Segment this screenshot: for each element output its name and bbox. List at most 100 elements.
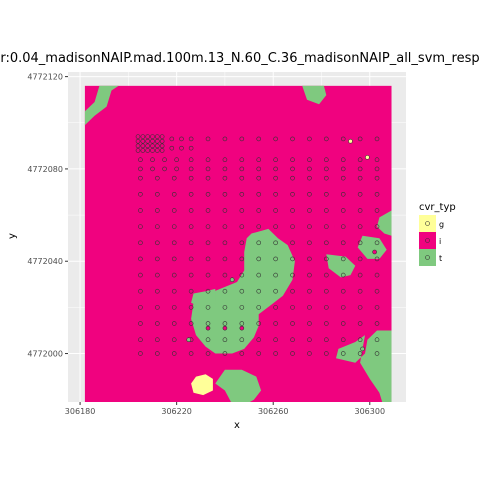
sample-point xyxy=(188,272,194,278)
sample-point xyxy=(324,192,329,197)
sample-point xyxy=(357,166,363,172)
sample-point xyxy=(205,166,211,172)
sample-point xyxy=(290,351,295,356)
sample-point xyxy=(290,224,295,229)
sample-point xyxy=(307,192,312,197)
sample-point xyxy=(324,175,329,181)
sample-point xyxy=(374,224,380,229)
sample-point xyxy=(340,157,346,162)
sample-point xyxy=(239,305,245,310)
sample-point xyxy=(256,192,262,197)
sample-point xyxy=(205,208,211,213)
sample-point xyxy=(171,351,177,356)
sample-point xyxy=(324,288,329,294)
raster-patch-t xyxy=(377,210,392,236)
sample-point xyxy=(138,157,143,162)
sample-point xyxy=(188,157,194,162)
sample-point xyxy=(307,224,312,229)
sample-point xyxy=(155,288,160,294)
sample-point xyxy=(340,337,346,342)
sample-point xyxy=(179,145,184,151)
sample-point xyxy=(159,148,165,153)
legend-point-i xyxy=(425,238,430,243)
sample-point xyxy=(205,337,211,342)
sample-point xyxy=(155,192,160,197)
sample-point xyxy=(138,337,143,342)
sample-point xyxy=(273,240,278,246)
sample-point xyxy=(273,224,278,229)
sample-point xyxy=(273,136,278,142)
sample-point xyxy=(340,321,346,326)
sample-point xyxy=(169,145,175,151)
sample-point xyxy=(140,138,146,144)
sample-point xyxy=(222,240,228,246)
sample-point xyxy=(135,148,141,153)
sample-point xyxy=(155,240,160,246)
sample-point xyxy=(256,256,262,262)
legend-point-g xyxy=(425,221,430,226)
sample-point xyxy=(205,305,211,310)
sample-point xyxy=(340,305,346,310)
x-tick-label: 306180 xyxy=(65,407,96,416)
raster-patch-t xyxy=(326,254,356,278)
sample-point xyxy=(290,337,295,342)
sample-point xyxy=(256,208,262,213)
sample-point xyxy=(340,166,346,172)
sample-point xyxy=(324,157,329,162)
sample-point xyxy=(145,138,150,144)
sample-point xyxy=(205,175,211,181)
y-tick-label: 4772000 xyxy=(27,350,63,359)
sample-point xyxy=(357,351,363,356)
sample-point xyxy=(171,256,177,262)
sample-point xyxy=(307,240,312,246)
sample-point xyxy=(256,272,262,278)
sample-point xyxy=(155,148,160,153)
sample-point xyxy=(188,192,194,197)
sample-point xyxy=(171,288,177,294)
sample-point xyxy=(222,321,228,326)
sample-point-g xyxy=(348,138,353,144)
sample-point-t xyxy=(186,337,192,342)
raster-patch-g xyxy=(191,374,213,396)
sample-point xyxy=(374,351,380,356)
sample-point xyxy=(290,288,295,294)
sample-point xyxy=(145,134,150,139)
sample-point xyxy=(222,175,228,181)
sample-point xyxy=(239,157,245,162)
sample-point xyxy=(171,272,177,278)
sample-point xyxy=(290,136,295,142)
sample-point xyxy=(155,351,160,356)
sample-point xyxy=(374,157,380,162)
sample-point xyxy=(256,240,262,246)
sample-point xyxy=(290,166,295,172)
sample-point xyxy=(307,272,312,278)
sample-point xyxy=(145,148,150,153)
sample-point xyxy=(357,321,363,326)
sample-point xyxy=(307,256,312,262)
x-tick-label: 306300 xyxy=(355,407,386,416)
sample-point xyxy=(256,305,262,310)
sample-point xyxy=(205,136,211,142)
sample-point xyxy=(171,337,177,342)
sample-point xyxy=(307,351,312,356)
sample-point xyxy=(155,337,160,342)
sample-point xyxy=(188,166,194,172)
sample-point xyxy=(374,256,380,262)
sample-point xyxy=(256,136,262,142)
sample-point xyxy=(239,337,245,342)
sample-point xyxy=(205,240,211,246)
sample-point xyxy=(307,305,312,310)
sample-point xyxy=(188,224,194,229)
sample-point xyxy=(222,224,228,229)
sample-point xyxy=(138,192,143,197)
sample-point xyxy=(239,224,245,229)
sample-point xyxy=(290,272,295,278)
sample-point xyxy=(174,157,179,162)
sample-point xyxy=(374,272,380,278)
sample-point xyxy=(357,175,363,181)
sample-point xyxy=(273,288,278,294)
sample-point xyxy=(256,175,262,181)
sample-point xyxy=(222,351,228,356)
sample-point xyxy=(324,136,329,142)
sample-point xyxy=(155,138,160,144)
